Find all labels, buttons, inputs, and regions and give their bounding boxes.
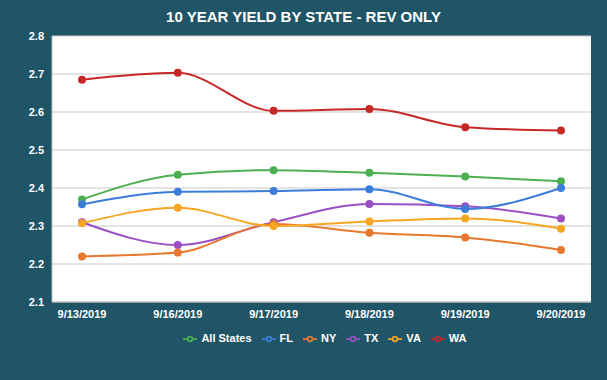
svg-text:2.5: 2.5 bbox=[29, 144, 44, 156]
svg-text:2.4: 2.4 bbox=[29, 182, 45, 194]
svg-text:9/18/2019: 9/18/2019 bbox=[345, 308, 394, 320]
svg-text:2.8: 2.8 bbox=[29, 30, 44, 42]
svg-text:9/19/2019: 9/19/2019 bbox=[441, 308, 490, 320]
html-text:VA: VA bbox=[406, 332, 421, 344]
html-text:NY: NY bbox=[321, 332, 337, 344]
svg-text:2.6: 2.6 bbox=[29, 106, 44, 118]
svg-text:9/20/2019: 9/20/2019 bbox=[537, 308, 586, 320]
svg-text:2.7: 2.7 bbox=[29, 68, 44, 80]
svg-text:9/16/2019: 9/16/2019 bbox=[153, 308, 202, 320]
svg-text:2.1: 2.1 bbox=[29, 296, 44, 308]
html-text:TX: TX bbox=[364, 332, 379, 344]
svg-text:9/13/2019: 9/13/2019 bbox=[58, 308, 107, 320]
svg-text:9/17/2019: 9/17/2019 bbox=[249, 308, 298, 320]
html-text:All States: All States bbox=[201, 332, 252, 344]
html-text:10 YEAR YIELD BY STATE - REV O: 10 YEAR YIELD BY STATE - REV ONLY bbox=[166, 8, 441, 25]
html-text:WA: WA bbox=[448, 332, 467, 344]
svg-text:2.2: 2.2 bbox=[29, 258, 44, 270]
html-text:FL: FL bbox=[279, 332, 293, 344]
svg-text:2.3: 2.3 bbox=[29, 220, 44, 232]
